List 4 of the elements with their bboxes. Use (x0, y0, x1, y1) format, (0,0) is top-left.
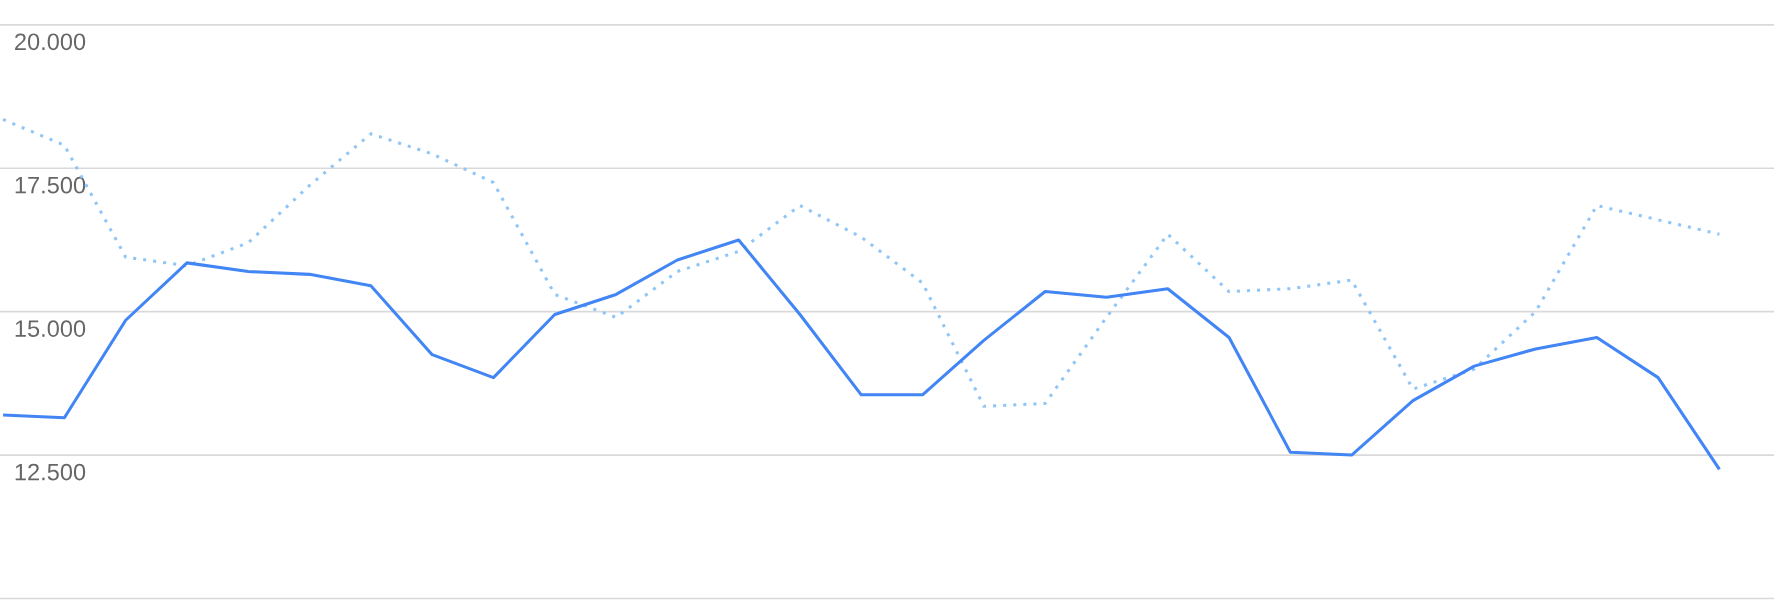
y-tick-label: 15.000 (15, 320, 86, 337)
y-tick-label: 12.500 (15, 463, 86, 481)
y-tick-label: 17.500 (15, 176, 86, 194)
y-tick-label: 20.000 (15, 33, 86, 51)
